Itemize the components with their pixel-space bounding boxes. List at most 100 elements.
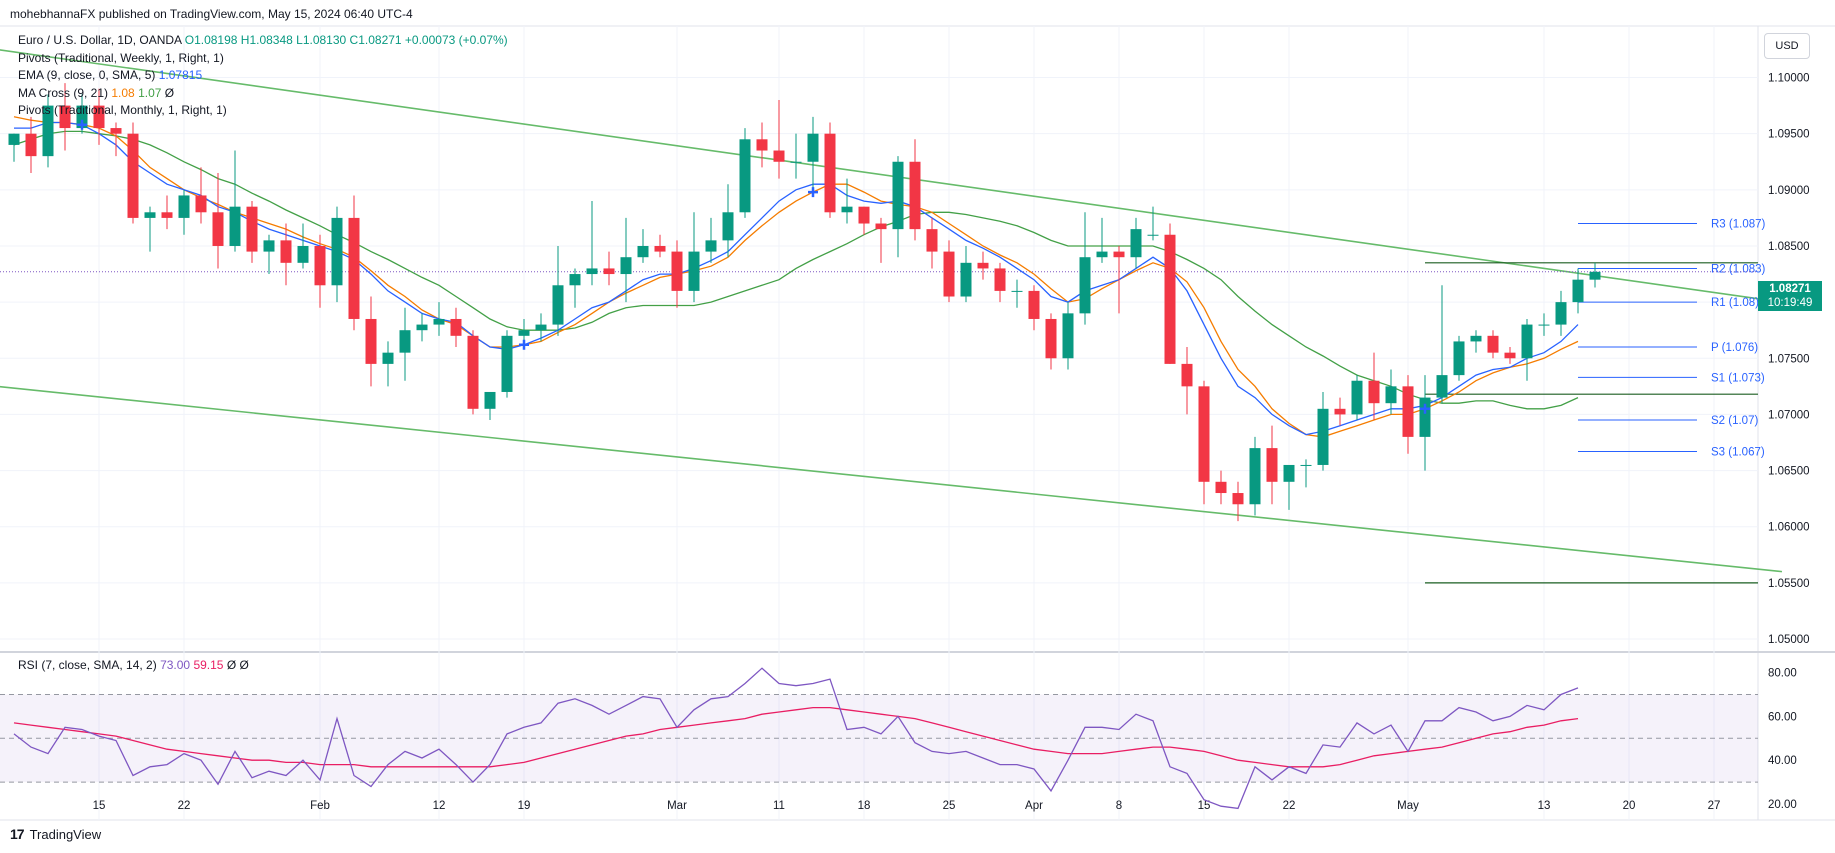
- candle-body: [586, 268, 598, 275]
- candle-body: [807, 133, 819, 162]
- ohlc-values: O1.08198 H1.08348 L1.08130 C1.08271 +0.0…: [184, 33, 508, 47]
- time-tick-label: 15: [93, 800, 106, 812]
- candle-body: [1334, 408, 1346, 415]
- candle-body: [263, 240, 275, 252]
- time-tick-label: 20: [1623, 800, 1636, 812]
- candle-body: [535, 324, 547, 331]
- candle-body: [637, 245, 649, 258]
- last-price-value: 1.08271: [1769, 283, 1811, 295]
- candle-body: [1470, 335, 1482, 342]
- candle-body: [93, 105, 105, 129]
- candle-body: [59, 105, 71, 129]
- candle-body: [756, 139, 768, 151]
- currency-button[interactable]: USD: [1764, 33, 1810, 59]
- candle-body: [467, 335, 479, 409]
- time-tick-label: Feb: [310, 800, 330, 812]
- pivots-weekly-row[interactable]: Pivots (Traditional, Weekly, 1, Right, 1…: [18, 50, 508, 68]
- candle-body: [620, 257, 632, 275]
- price-tick-label: 1.05000: [1768, 634, 1810, 646]
- candle-body: [960, 262, 972, 297]
- candle-body: [195, 195, 207, 213]
- candle-body: [450, 318, 462, 336]
- candle-body: [943, 251, 955, 297]
- candle-body: [1249, 448, 1261, 505]
- candle-body: [858, 206, 870, 224]
- rsi-tick-label: 40.00: [1768, 755, 1797, 767]
- rsi-tick-label: 80.00: [1768, 668, 1797, 680]
- candle-body: [1368, 380, 1380, 404]
- time-tick-label: 13: [1538, 800, 1551, 812]
- candle-body: [501, 335, 513, 392]
- pivots-monthly-label: Pivots (Traditional, Monthly, 1, Right, …: [18, 103, 227, 117]
- candle-body: [1266, 448, 1278, 482]
- ma-cross-marker: [808, 187, 818, 198]
- candle-body: [1419, 397, 1431, 437]
- time-tick-label: 15: [1198, 800, 1211, 812]
- candle-body: [297, 245, 309, 263]
- candle-body: [1283, 464, 1295, 482]
- branding-text: TradingView: [29, 826, 102, 842]
- candle-body: [926, 229, 938, 252]
- candle-body: [688, 251, 700, 291]
- candle-body: [1164, 234, 1176, 364]
- rsi-line: [13, 667, 1579, 810]
- candle-body: [1215, 481, 1227, 494]
- candle-body: [1028, 290, 1040, 319]
- candle-body: [1504, 352, 1516, 359]
- candle-body: [994, 268, 1006, 291]
- rsi-value: 73.00: [160, 658, 191, 672]
- ma-cross-row[interactable]: MA Cross (9, 21) 1.08 1.07 Ø: [18, 85, 508, 103]
- weekly-pivot-label: S3 (1.067): [1711, 446, 1765, 458]
- candle-body: [1181, 363, 1193, 387]
- ema-line: [14, 121, 1579, 436]
- time-tick-label: 12: [433, 800, 446, 812]
- rsi-tick-label: 20.00: [1768, 799, 1797, 811]
- ma-cross-fast-value: 1.08: [111, 85, 135, 100]
- candle-body: [1062, 313, 1074, 359]
- candle-body: [365, 318, 377, 364]
- candle-body: [824, 133, 836, 213]
- pivots-monthly-row[interactable]: Pivots (Traditional, Monthly, 1, Right, …: [18, 102, 508, 120]
- price-tick-label: 1.08500: [1768, 241, 1810, 253]
- candle-body: [722, 212, 734, 241]
- candle-body: [1351, 380, 1363, 415]
- tradingview-branding[interactable]: 17 TradingView: [10, 826, 101, 842]
- weekly-pivot-label: R2 (1.083): [1711, 263, 1766, 275]
- tradingview-logo-icon: 17: [10, 826, 25, 842]
- ema-row[interactable]: EMA (9, close, 0, SMA, 5) 1.07815: [18, 67, 508, 85]
- price-tick-label: 1.09500: [1768, 129, 1810, 141]
- candle-body: [892, 161, 904, 230]
- candle-body: [127, 133, 139, 218]
- candle-body: [1232, 493, 1244, 505]
- candle-body: [1198, 386, 1210, 482]
- candle-body: [178, 195, 190, 218]
- candle-body: [1300, 464, 1312, 466]
- last-price-badge: 1.08271 10:19:49: [1758, 281, 1822, 311]
- time-tick-label: Apr: [1025, 800, 1043, 812]
- price-tick-label: 1.06000: [1768, 522, 1810, 534]
- time-tick-label: May: [1397, 800, 1419, 812]
- ma-cross-label: MA Cross (9, 21): [18, 85, 109, 100]
- publisher-header: mohebhannaFX published on TradingView.co…: [10, 7, 413, 21]
- ema-value: 1.07815: [158, 68, 203, 82]
- time-tick-label: 11: [773, 800, 785, 812]
- candle-body: [705, 240, 717, 252]
- candle-body: [1572, 279, 1584, 303]
- weekly-pivot-label: S1 (1.073): [1711, 372, 1765, 384]
- candle-body: [1130, 229, 1142, 258]
- ma-cross-marker: [519, 339, 529, 350]
- candle-body: [1555, 302, 1567, 325]
- candle-body: [909, 161, 921, 230]
- candle-body: [1045, 318, 1057, 359]
- time-tick-label: Mar: [667, 800, 687, 812]
- candle-body: [739, 139, 751, 213]
- price-tick-label: 1.05500: [1768, 578, 1810, 590]
- ma-cross-slow-value: 1.07: [138, 85, 162, 100]
- rsi-ma-value: 59.15: [193, 658, 224, 672]
- candle-body: [875, 223, 887, 230]
- candle-body: [382, 352, 394, 364]
- candle-body: [1011, 290, 1023, 292]
- symbol-row[interactable]: Euro / U.S. Dollar, 1D, OANDA O1.08198 H…: [18, 32, 508, 50]
- rsi-legend[interactable]: RSI (7, close, SMA, 14, 2) 73.00 59.15 Ø…: [18, 658, 249, 672]
